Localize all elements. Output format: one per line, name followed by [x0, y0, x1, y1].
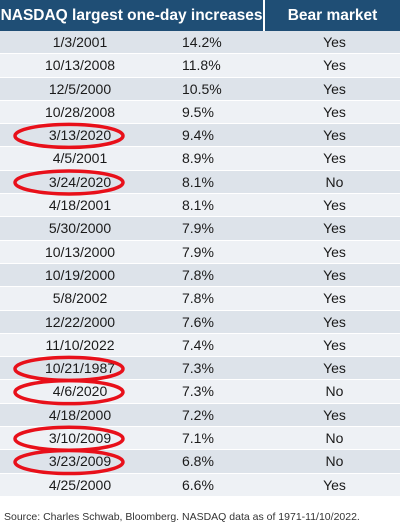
row-increase: 14.2%	[182, 34, 222, 50]
row-increase: 7.3%	[182, 383, 214, 400]
row-date: 3/10/2009	[48, 430, 112, 447]
table-header: NASDAQ largest one-day increases Bear ma…	[0, 0, 400, 31]
row-increase: 10.5%	[182, 80, 222, 97]
row-bear-market: Yes	[323, 220, 346, 237]
row-date: 4/25/2000	[48, 476, 112, 493]
row-date: 3/24/2020	[48, 173, 112, 190]
table-row: 4/6/2020 7.3% No	[0, 380, 400, 404]
row-date: 10/13/2000	[44, 243, 116, 260]
row-increase: 7.6%	[182, 313, 214, 330]
row-increase: 7.8%	[182, 266, 214, 283]
table-row: 5/30/2000 7.9% Yes	[0, 217, 400, 241]
row-date: 12/22/2000	[44, 313, 116, 330]
header-increases: NASDAQ largest one-day increases	[0, 0, 265, 31]
table-row: 4/18/2000 7.2% Yes	[0, 403, 400, 428]
row-date: 10/28/2008	[44, 103, 116, 120]
row-bear-market: Yes	[323, 290, 346, 307]
row-date: 5/30/2000	[48, 220, 112, 237]
table-body: 1/3/2001 14.2% Yes 10/13/2008 11.8% Yes 12/5/2…	[0, 31, 400, 497]
row-increase: 8.9%	[182, 150, 214, 167]
row-increase: 7.1%	[182, 430, 214, 447]
row-increase: 7.9%	[182, 220, 214, 237]
row-bear-market: Yes	[323, 103, 346, 120]
row-increase: 7.8%	[182, 290, 214, 307]
table-row: 12/5/2000 10.5% Yes	[0, 77, 400, 101]
row-bear-market: Yes	[323, 243, 346, 260]
row-increase: 7.4%	[182, 336, 214, 353]
table-row: 3/23/2009 6.8% No	[0, 450, 400, 474]
row-date: 4/18/2000	[48, 406, 112, 423]
table-row: 3/13/2020 9.4% Yes	[0, 124, 400, 148]
row-bear-market: No	[325, 173, 344, 190]
table-row: 4/5/2001 8.9% Yes	[0, 147, 400, 171]
row-bear-market: Yes	[323, 150, 346, 167]
row-bear-market: Yes	[323, 476, 346, 493]
table-row: 4/25/2000 6.6% Yes	[0, 473, 400, 497]
row-increase: 9.4%	[182, 127, 214, 144]
row-bear-market: Yes	[323, 34, 346, 50]
table-row: 10/13/2008 11.8% Yes	[0, 54, 400, 78]
table-row: 11/10/2022 7.4% Yes	[0, 333, 400, 358]
row-date: 1/3/2001	[52, 34, 108, 50]
row-bear-market: Yes	[323, 360, 346, 377]
row-bear-market: Yes	[323, 313, 346, 330]
row-date: 10/21/1987	[44, 360, 116, 377]
row-date: 10/13/2008	[44, 57, 116, 74]
source-note: Source: Charles Schwab, Bloomberg. NASDA…	[4, 511, 360, 523]
row-increase: 11.8%	[182, 57, 221, 74]
row-increase: 7.3%	[182, 360, 214, 377]
row-increase: 6.8%	[182, 453, 214, 470]
row-date: 11/10/2022	[45, 336, 115, 353]
row-date: 4/6/2020	[52, 383, 108, 400]
table-row: 10/13/2000 7.9% Yes	[0, 240, 400, 264]
row-bear-market: Yes	[323, 127, 346, 144]
table-row: 3/24/2020 8.1% No	[0, 170, 400, 195]
table-row: 10/21/1987 7.3% Yes	[0, 357, 400, 381]
row-bear-market: Yes	[323, 406, 346, 423]
header-bear-market: Bear market	[287, 7, 378, 24]
table-row: 3/10/2009 7.1% No	[0, 427, 400, 451]
row-bear-market: Yes	[323, 266, 346, 283]
row-bear-market: No	[325, 430, 344, 447]
table-row: 1/3/2001 14.2% Yes	[0, 31, 400, 55]
row-date: 12/5/2000	[48, 80, 112, 97]
row-increase: 8.1%	[182, 197, 214, 214]
row-bear-market: Yes	[323, 336, 346, 353]
row-date: 4/5/2001	[52, 150, 108, 167]
row-date: 3/13/2020	[48, 127, 112, 144]
row-increase: 6.6%	[182, 476, 214, 493]
row-date: 10/19/2000	[44, 266, 116, 283]
table-row: 12/22/2000 7.6% Yes	[0, 310, 400, 334]
row-increase: 9.5%	[182, 103, 214, 120]
table-row: 4/18/2001 8.1% Yes	[0, 194, 400, 218]
row-date: 5/8/2002	[52, 290, 108, 307]
row-bear-market: Yes	[323, 57, 346, 74]
row-increase: 7.2%	[182, 406, 214, 423]
row-increase: 8.1%	[182, 173, 214, 190]
row-bear-market: No	[325, 383, 344, 400]
table-row: 10/19/2000 7.8% Yes	[0, 263, 400, 288]
row-bear-market: No	[325, 453, 344, 470]
table-row: 5/8/2002 7.8% Yes	[0, 287, 400, 311]
data-table: NASDAQ largest one-day increases Bear ma…	[0, 0, 400, 497]
table-row: 10/28/2008 9.5% Yes	[0, 100, 400, 125]
row-bear-market: Yes	[323, 80, 346, 97]
row-bear-market: Yes	[323, 197, 346, 214]
row-increase: 7.9%	[182, 243, 214, 260]
row-date: 3/23/2009	[48, 453, 112, 470]
row-date: 4/18/2001	[48, 197, 112, 214]
